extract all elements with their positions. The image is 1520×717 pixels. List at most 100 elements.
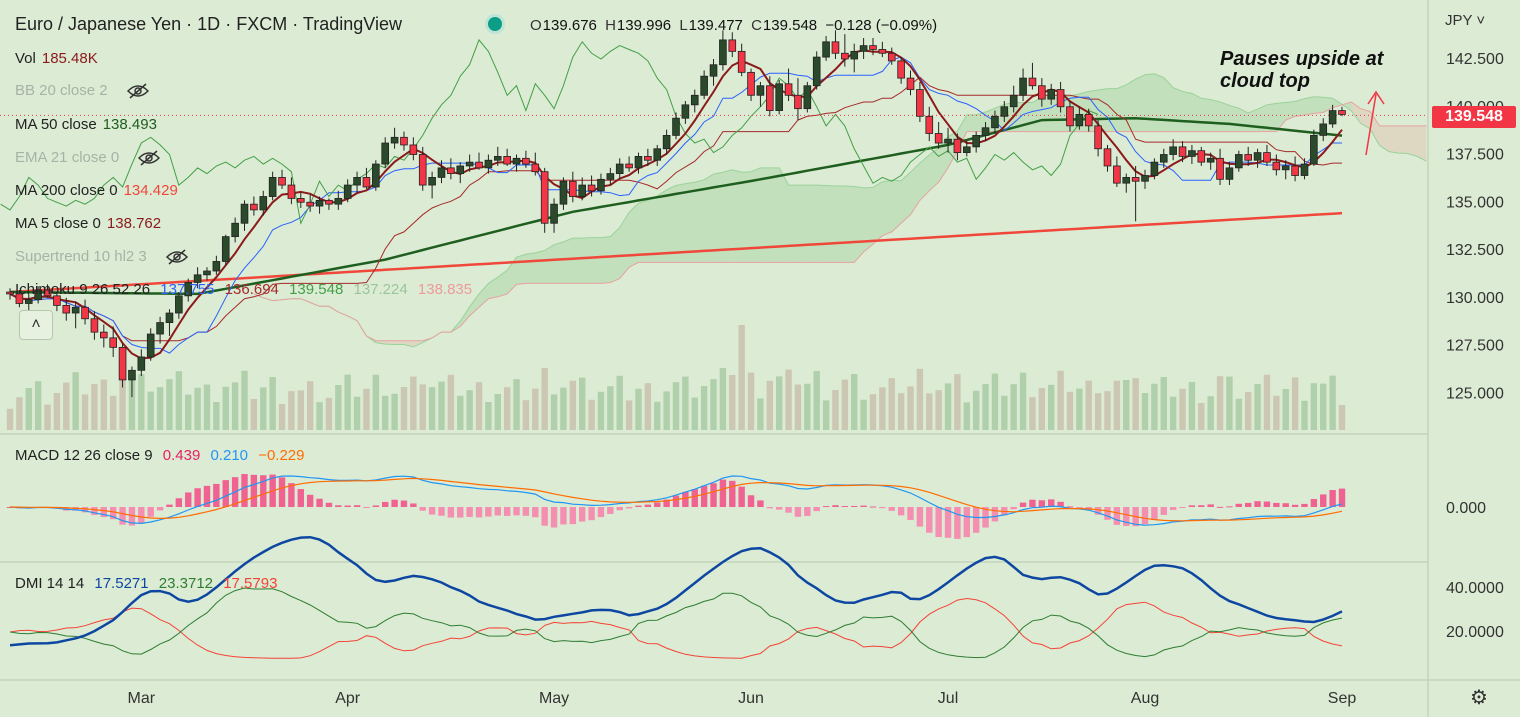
legend-vol[interactable]: Vol 185.48K [15, 50, 98, 67]
candle-down [418, 154, 427, 186]
volume-bar [63, 382, 70, 430]
cloud-segment [1191, 93, 1202, 132]
candle-up [803, 85, 812, 110]
macd-histogram-bar [222, 480, 229, 507]
macd-histogram-bar [1029, 499, 1036, 507]
candle-down [644, 156, 652, 161]
volume-bar [841, 379, 849, 430]
change-value: −0.128 (−0.09%) [825, 17, 938, 34]
macd-histogram-bar [578, 507, 586, 522]
cloud-segment [863, 187, 873, 252]
volume-bar [166, 379, 173, 430]
volume-bar [1010, 384, 1017, 430]
candle-up [137, 356, 146, 371]
candle-up [681, 104, 690, 119]
volume-bar [700, 386, 708, 430]
volume-bar [794, 384, 802, 430]
volume-bar [6, 408, 14, 430]
cloud-segment [694, 179, 705, 263]
macd-histogram-bar [457, 507, 464, 518]
candle-up [1150, 161, 1159, 176]
candle-up [315, 199, 324, 207]
data-source: FXCM [236, 14, 288, 34]
gear-icon[interactable]: ⚙ [1470, 687, 1488, 709]
legend-ichimoku[interactable]: Ichimoku 9 26 52 26 137.755 136.694 139.… [15, 281, 473, 298]
market-status-dot [488, 17, 502, 31]
cloud-segment [797, 185, 808, 263]
interval[interactable]: 1D [197, 14, 221, 34]
eye-hidden-icon[interactable] [126, 83, 150, 99]
volume-bar [231, 382, 239, 430]
volume-bar [935, 390, 942, 430]
volume-bar [203, 384, 211, 430]
macd-histogram-bar [1066, 506, 1074, 508]
volume-bar [682, 376, 689, 430]
macd-histogram-bar [128, 507, 136, 526]
candle-up [1300, 163, 1309, 176]
cloud-segment [704, 174, 714, 263]
legend-ema21[interactable]: EMA 21 close 0 [15, 149, 161, 166]
macd-histogram-bar [935, 507, 942, 537]
volume-bar [532, 388, 539, 430]
candle-up [822, 41, 830, 58]
volume-bar [1048, 384, 1055, 430]
macd-histogram-bar [1301, 503, 1308, 507]
collapse-legend-button[interactable]: ˄ [19, 310, 53, 340]
annotation-text: Pauses upside at cloud top [1220, 48, 1384, 92]
macd-histogram-bar [663, 499, 670, 507]
volume-bar [1244, 392, 1252, 430]
symbol-name[interactable]: Euro / Japanese Yen [15, 14, 182, 34]
candle-down [906, 77, 915, 90]
volume-bar [1169, 396, 1177, 430]
candle-down [81, 306, 89, 320]
volume-bar [1207, 396, 1214, 430]
volume-bar [250, 399, 258, 430]
cloud-segment [854, 186, 864, 263]
volume-bar [719, 368, 727, 430]
candle-up [34, 289, 42, 301]
volume-bar [1301, 400, 1308, 430]
cloud-segment [394, 340, 404, 345]
candle-up [690, 94, 699, 106]
legend-ma5[interactable]: MA 5 close 0 138.762 [15, 215, 162, 232]
volume-bar [1310, 383, 1318, 430]
legend-supertrend[interactable]: Supertrend 10 hl2 3 [15, 248, 189, 265]
currency-selector[interactable]: JPY ˅ [1445, 12, 1486, 29]
volume-bar [860, 399, 867, 430]
volume-bar [879, 387, 886, 430]
candle-up [615, 163, 624, 175]
macd-histogram-bar [410, 503, 417, 507]
ohlc-readout: O139.676 H139.996 L139.477 C139.548 −0.1… [530, 17, 938, 34]
separator: · [186, 14, 193, 34]
macd-histogram-bar [185, 492, 192, 507]
legend-dmi[interactable]: DMI 14 14 17.5271 23.3712 17.5793 [15, 575, 278, 592]
legend-macd[interactable]: MACD 12 26 close 9 0.439 0.210 −0.229 [15, 447, 305, 464]
candle-down [447, 167, 455, 174]
eye-hidden-icon[interactable] [137, 150, 161, 166]
volume-bar [306, 381, 314, 430]
candle-up [259, 196, 268, 211]
macd-histogram-bar [550, 507, 558, 528]
eye-hidden-icon[interactable] [165, 249, 189, 265]
chart-header[interactable]: Euro / Japanese Yen · 1D · FXCM · Tradin… [15, 14, 402, 35]
legend-bb[interactable]: BB 20 close 2 [15, 82, 150, 99]
volume-bar [428, 387, 436, 430]
candle-down [869, 45, 877, 50]
candle-up [859, 45, 868, 52]
candle-down [831, 41, 840, 54]
macd-histogram-bar [1151, 507, 1158, 520]
price-tick-label: 142.500 [1446, 51, 1504, 68]
volume-bar [1123, 380, 1130, 430]
volume-bar [269, 377, 276, 430]
volume-bar [775, 376, 783, 430]
legend-ma200[interactable]: MA 200 close 0 134.429 [15, 182, 178, 199]
macd-histogram-bar [785, 507, 792, 513]
volume-bar [222, 386, 229, 430]
volume-bar [81, 394, 89, 430]
macd-histogram-bar [972, 507, 980, 533]
volume-bar [1141, 393, 1149, 430]
candles [6, 30, 1346, 398]
legend-ma50[interactable]: MA 50 close 138.493 [15, 116, 157, 133]
macd-histogram-bar [757, 500, 764, 507]
